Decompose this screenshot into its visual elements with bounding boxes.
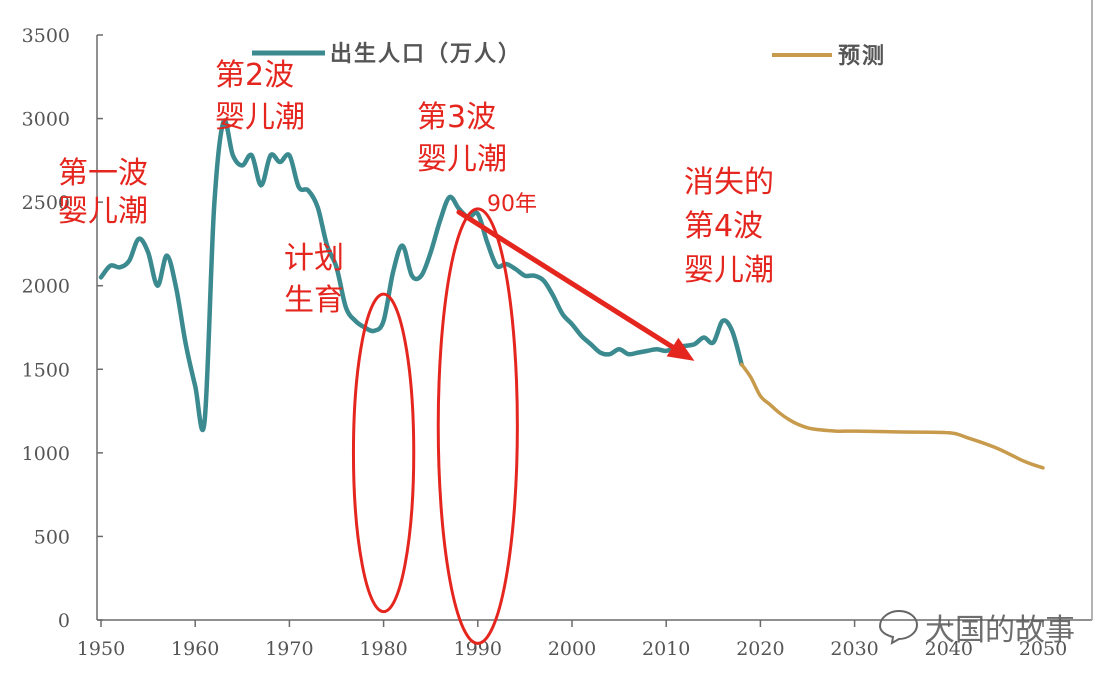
- x-tick-label: 2010: [642, 638, 690, 660]
- legend-label-forecast: 预测: [838, 44, 886, 69]
- annotation-wave3-line-1: 第3波: [417, 100, 496, 135]
- births-series-line: [98, 118, 744, 433]
- legend: 出生人口（万人） 预测: [252, 42, 886, 69]
- y-tick-label: 1000: [22, 443, 70, 465]
- y-tick-label: 500: [34, 526, 70, 548]
- wechat-icon: [878, 609, 919, 645]
- x-axis-ticks: 1950 1960 1970 1980 1990 2000 2010 2020 2030 2040…: [77, 620, 1067, 660]
- annotation-wave1-line-1: 第一波: [58, 156, 148, 191]
- x-tick-label: 2000: [548, 638, 596, 660]
- x-tick-label: 2050: [1019, 638, 1067, 660]
- highlight-layer: [351, 207, 695, 645]
- annotation-wave1-line-2: 婴儿潮: [58, 194, 148, 229]
- trend-arrow-shaft: [456, 209, 675, 350]
- x-tick-label: 1960: [171, 638, 219, 660]
- x-tick-label: 2040: [925, 638, 973, 660]
- y-tick-label: 0: [58, 610, 70, 632]
- annotation-plan-line-2: 生育: [284, 283, 344, 318]
- y-axis-ticks: 0 500 1000 1500 2000 2500 3000 3500: [22, 25, 103, 632]
- y-tick-label: 1500: [22, 359, 70, 381]
- x-tick-label: 1980: [359, 638, 407, 660]
- annotation-wave2-line-1: 第2波: [215, 58, 294, 93]
- x-tick-label: 1950: [77, 638, 125, 660]
- y-tick-label: 3500: [22, 25, 70, 47]
- annotation-y90-line-1: 90年: [487, 192, 537, 217]
- series-layer: [98, 118, 1045, 470]
- y-tick-label: 2000: [22, 276, 70, 298]
- annotation-wave4-line-1: 消失的: [684, 165, 774, 200]
- y-tick-label: 3000: [22, 109, 70, 131]
- watermark: 大国的故事: [878, 609, 1075, 648]
- highlight-ellipse-1980: [351, 292, 416, 614]
- trend-arrow-head: [666, 337, 695, 361]
- watermark-text: 大国的故事: [925, 613, 1075, 648]
- x-tick-label: 1970: [265, 638, 313, 660]
- x-tick-label: 1990: [454, 638, 502, 660]
- annotation-wave2-line-2: 婴儿潮: [215, 100, 305, 135]
- annotation-wave4-line-2: 第4波: [684, 209, 763, 244]
- x-tick-label: 2030: [830, 638, 878, 660]
- x-tick-label: 2020: [736, 638, 784, 660]
- annotation-wave4-line-3: 婴儿潮: [684, 253, 774, 288]
- forecast-series-line: [739, 362, 1045, 470]
- annotation-wave3-line-2: 婴儿潮: [417, 142, 507, 177]
- legend-label-births: 出生人口（万人）: [330, 42, 522, 67]
- y-tick-label: 2500: [22, 192, 70, 214]
- highlight-ellipse-1990: [436, 207, 519, 645]
- annotation-plan-line-1: 计划: [284, 241, 344, 276]
